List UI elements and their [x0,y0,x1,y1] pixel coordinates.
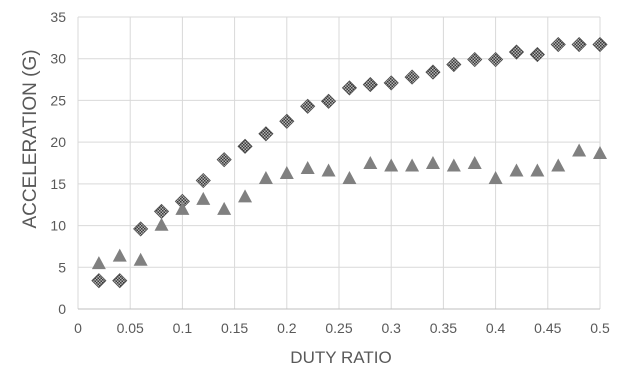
x-tick-label: 0.05 [117,320,144,336]
diamond-point [237,138,253,154]
x-tick-label: 0.35 [430,320,457,336]
x-tick-label: 0.45 [534,320,561,336]
y-tick-label: 30 [50,51,66,67]
x-tick-label: 0.5 [590,320,610,336]
x-axis-title: DUTY RATIO [290,348,391,367]
triangle-point [363,156,378,170]
y-tick-label: 15 [50,176,66,192]
y-tick-label: 25 [50,92,66,108]
triangle-point [279,166,294,180]
diamond-point [279,113,295,129]
y-tick-label: 20 [50,134,66,150]
diamond-point [508,44,525,60]
diamond-point [133,221,149,237]
triangle-point [238,189,253,203]
diamond-point [320,93,337,109]
diamond-point [153,203,170,219]
x-tick-label: 0.15 [221,320,248,336]
diamond-point [362,77,378,93]
diamond-point [341,80,358,96]
triangle-point [446,158,461,172]
x-tick-label: 0 [74,320,82,336]
x-tick-label: 0.4 [486,320,506,336]
triangle-point [467,156,482,170]
triangle-point [133,252,148,266]
triangle-point [91,256,106,270]
diamond-point [592,36,608,53]
y-tick-label: 0 [58,301,66,317]
triangle-point [342,171,357,185]
series-diamond [91,36,608,289]
y-tick-label: 5 [58,259,66,275]
triangle-point [300,161,315,175]
triangle-point [112,248,127,262]
triangle-point [593,146,607,160]
diamond-point [550,36,566,53]
diamond-point [425,64,441,80]
triangle-point [196,191,211,205]
diamond-point [488,51,504,68]
triangle-point [258,171,273,185]
tick-labels: 0 5 10 15 20 25 30 35 0 0.05 0.1 0.15 0.2 0.25 0.3 0.35… [50,9,610,336]
triangle-point [488,171,503,185]
x-tick-label: 0.2 [277,320,297,336]
x-tick-label: 0.1 [173,320,193,336]
series-triangle [91,143,607,270]
diamond-point [91,273,107,289]
diamond-point [467,51,483,68]
y-tick-label: 35 [50,9,66,25]
triangle-point [175,201,190,215]
diamond-point [404,69,420,85]
y-tick-label: 10 [50,218,66,234]
triangle-point [321,163,336,177]
triangle-point [384,158,399,172]
x-tick-label: 0.3 [381,320,401,336]
triangle-point [154,217,169,231]
triangle-point [425,156,440,170]
triangle-point [530,163,545,177]
triangle-point [572,143,587,157]
diamond-point [383,75,399,91]
diamond-point [571,36,587,53]
gridlines [77,16,601,309]
triangle-point [405,158,420,172]
diamond-point [446,56,462,73]
triangle-point [217,201,232,215]
diamond-point [300,98,316,114]
diamond-point [195,172,211,189]
diamond-point [112,273,128,289]
triangle-point [509,163,524,177]
triangle-point [551,158,566,172]
y-axis-title: ACCELERATION (G) [20,49,41,228]
data-series [91,36,608,289]
x-tick-label: 0.25 [325,320,352,336]
diamond-point [529,46,545,63]
diamond-point [258,126,274,142]
diamond-point [216,152,232,168]
